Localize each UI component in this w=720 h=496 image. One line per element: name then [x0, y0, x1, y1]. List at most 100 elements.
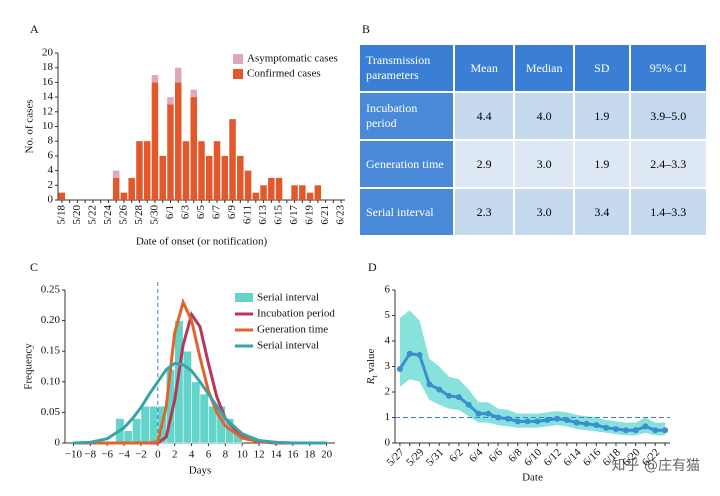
x-tick-label: 6/8	[506, 446, 525, 465]
point	[436, 386, 443, 393]
bar	[174, 82, 182, 200]
y-axis-label: Rt value	[365, 348, 380, 385]
point	[583, 420, 590, 427]
x-tick-label: 5/18	[55, 205, 67, 225]
y-tick-label: 6	[385, 284, 391, 296]
x-tick-label: 5/24	[102, 205, 114, 225]
x-tick-label: 5/31	[424, 446, 446, 468]
x-tick-label: 6/9	[226, 205, 238, 220]
legend-label: Generation time	[257, 324, 328, 336]
y-tick-label: 4	[385, 335, 391, 347]
x-tick-label: 6/5	[195, 205, 207, 220]
bar	[167, 104, 174, 200]
x-tick-label: 5/27	[385, 446, 408, 469]
point	[455, 394, 462, 401]
x-tick-label: 6/6	[487, 446, 506, 465]
y-tick-label: 12	[42, 105, 53, 117]
y-axis-label-text: value	[365, 348, 377, 372]
point	[465, 401, 472, 408]
x-tick-label: 6/13	[257, 205, 269, 225]
y-tick-label: 0.10	[41, 375, 61, 387]
y-tick-label: 20	[42, 47, 54, 59]
bar	[190, 89, 198, 98]
point	[495, 414, 502, 421]
bar	[136, 141, 143, 200]
table-cell: 3.0	[513, 139, 576, 189]
confidence-band	[399, 310, 666, 436]
y-tick-label: 0	[48, 194, 54, 206]
bar	[151, 75, 159, 83]
bar	[268, 177, 275, 200]
y-tick-label: 0	[55, 437, 61, 449]
parameter-table: Transmission parameters Mean Median SD 95% C…	[357, 43, 709, 237]
x-tick-label: 6/10	[522, 446, 545, 469]
bar	[306, 192, 314, 200]
table-cell: 1.9	[573, 91, 631, 141]
bar	[174, 67, 182, 83]
x-axis-label: Date of onset (or notification)	[136, 236, 268, 248]
histogram-bar	[199, 393, 209, 444]
point	[642, 423, 649, 430]
legend-label: Asymptomatic cases	[247, 53, 338, 65]
x-tick-label: 6/11	[242, 205, 254, 224]
table-cell: 2.3	[453, 187, 516, 237]
header-cell: 95% CI	[628, 43, 709, 93]
histogram-bar	[132, 418, 142, 444]
legend-label: Serial interval	[257, 292, 319, 304]
point	[485, 410, 492, 417]
bar	[221, 155, 229, 200]
table-cell: Generation time	[357, 139, 456, 189]
x-tick-label: 6/1	[164, 205, 176, 219]
bar	[182, 141, 190, 200]
table-row: Generation time 2.9 3.0 1.9 2.4–3.3	[357, 139, 709, 189]
legend-swatch	[233, 69, 243, 79]
x-tick-label: 6/12	[542, 446, 564, 468]
x-tick-label: 16	[287, 449, 299, 461]
bar	[58, 192, 66, 200]
point	[554, 415, 561, 422]
y-tick-label: 0.15	[41, 345, 61, 357]
y-axis-label-subscript: t	[370, 375, 379, 378]
y-tick-label: 3	[385, 360, 391, 372]
bar	[213, 141, 221, 200]
x-tick-label: −2	[135, 449, 147, 461]
point	[612, 425, 619, 432]
bar	[128, 177, 135, 200]
y-tick-label: 1	[385, 411, 391, 423]
point	[603, 424, 610, 431]
y-tick-label: 0	[385, 437, 391, 449]
header-cell: Median	[513, 43, 576, 93]
x-tick-label: 5/20	[71, 205, 83, 225]
y-tick-label: 14	[42, 91, 54, 103]
y-tick-label: 5	[385, 309, 391, 321]
table-cell: Incubation period	[357, 91, 456, 141]
x-tick-label: −6	[101, 449, 113, 461]
x-tick-label: 6/15	[273, 205, 285, 225]
header-cell: Transmission parameters	[357, 43, 456, 93]
x-tick-label: 5/30	[148, 205, 160, 225]
point	[514, 418, 521, 425]
point	[593, 422, 600, 429]
x-tick-label: 6	[206, 449, 212, 461]
point	[426, 381, 433, 388]
line	[398, 352, 666, 432]
bar	[167, 97, 174, 105]
legend-label: Serial interval	[257, 340, 319, 352]
table-cell: 4.0	[513, 91, 576, 141]
y-tick-label: 0.25	[41, 284, 61, 296]
watermark: 知乎 @庄有猫	[612, 457, 700, 474]
x-tick-label: 6/4	[467, 446, 486, 465]
x-tick-label: 10	[237, 449, 249, 461]
y-tick-label: 0.05	[41, 406, 61, 418]
point	[632, 427, 639, 434]
bar	[252, 192, 260, 200]
bar	[244, 170, 252, 200]
table-cell: 3.4	[573, 187, 631, 237]
y-tick-label: 0.20	[41, 314, 61, 326]
table-cell: 3.0	[513, 187, 576, 237]
y-tick-label: 16	[42, 76, 54, 88]
x-tick-label: 6/21	[319, 205, 331, 225]
bar	[314, 185, 322, 200]
x-tick-label: 5/28	[133, 205, 145, 225]
x-tick-label: 5/29	[404, 446, 427, 469]
